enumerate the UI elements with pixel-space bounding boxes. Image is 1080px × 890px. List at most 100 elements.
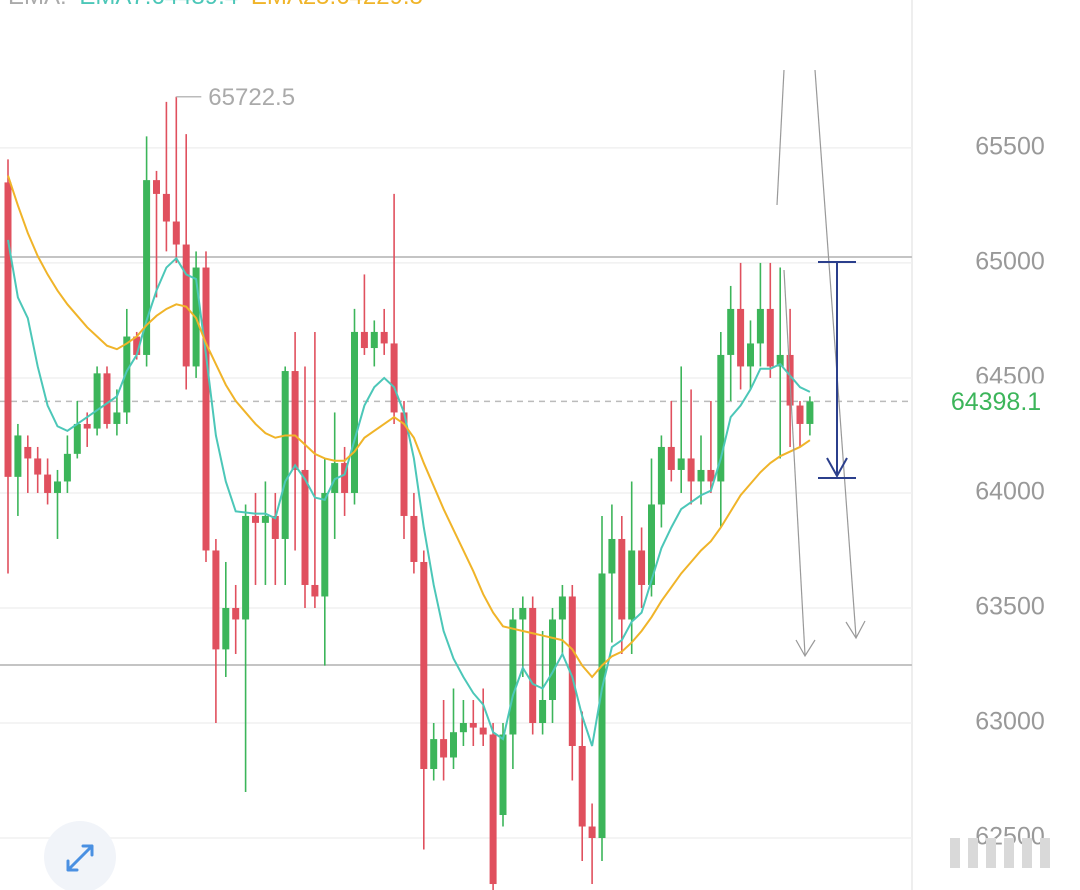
candle-body <box>469 722 477 728</box>
candle-body <box>608 538 616 574</box>
candle-body <box>459 722 467 733</box>
candle-body <box>558 596 566 620</box>
candle-body <box>450 732 457 758</box>
candle-body <box>360 331 368 349</box>
arrow-head <box>826 457 848 479</box>
candle-body <box>440 739 448 758</box>
candle-body <box>182 244 190 367</box>
candle-body <box>93 373 101 429</box>
candle-body <box>202 267 210 551</box>
legend-label: EMA: <box>8 0 67 10</box>
candle-body <box>529 607 537 723</box>
y-tick-label: 63500 <box>975 593 1045 621</box>
candle-body <box>717 354 725 482</box>
y-tick-label: 65000 <box>975 248 1045 276</box>
candle-body <box>539 699 547 723</box>
ema-line <box>7 175 811 679</box>
candle-body <box>311 584 319 597</box>
candle-body <box>509 619 517 735</box>
candle-body <box>578 745 586 827</box>
candle-body <box>54 481 61 493</box>
candle-body <box>667 446 675 470</box>
last-price-box <box>918 383 1080 420</box>
candle-body <box>291 371 299 470</box>
candle-body <box>420 561 428 770</box>
legend-entry: EMA7:64439.4 <box>79 0 238 10</box>
candle-body <box>687 458 695 482</box>
drawing-annotations <box>776 69 866 658</box>
candle-body <box>618 538 626 620</box>
y-tick-label: 64000 <box>975 478 1045 506</box>
candle-body <box>301 469 309 585</box>
candle-body <box>232 607 240 620</box>
y-axis: 6250063000635006400064500650006550064398… <box>918 133 1080 851</box>
candle-body <box>756 308 764 344</box>
candle-body <box>153 180 160 194</box>
candle-body <box>638 550 646 585</box>
watermark-icon <box>950 838 1050 868</box>
candle-body <box>499 734 507 816</box>
candle-body <box>83 423 91 429</box>
candle-body <box>212 550 220 650</box>
legend: EMA: EMA7:64439.4 EMA25:64229.5 <box>8 0 423 10</box>
candle-body <box>588 826 596 839</box>
candle-body <box>370 331 378 349</box>
candle-body <box>727 308 735 355</box>
candle-body <box>400 412 408 516</box>
candle-body <box>776 354 784 367</box>
candle-body <box>73 423 81 454</box>
expand-button[interactable] <box>44 821 116 890</box>
annotation-arrow <box>814 69 857 638</box>
candle-body <box>34 458 42 475</box>
candle-body <box>44 474 52 493</box>
candle-body <box>598 573 606 839</box>
candle-body <box>261 515 269 523</box>
candle-body <box>519 607 527 620</box>
max-label: 65722.5 <box>208 84 295 111</box>
candle-body <box>331 463 339 493</box>
candle-body <box>657 446 665 505</box>
candle-body <box>766 308 774 367</box>
candle-body <box>143 180 151 355</box>
y-tick-label: 63000 <box>975 708 1045 736</box>
candle-body <box>747 343 754 367</box>
annotation-arrow <box>783 269 806 656</box>
arrow-head <box>845 620 866 640</box>
candle-body <box>489 734 497 885</box>
candle-body <box>648 504 655 585</box>
plot: 65722.5 <box>0 84 912 890</box>
candle-body <box>14 435 22 477</box>
candle-body <box>63 453 71 482</box>
candle-body <box>380 331 388 344</box>
candle-body <box>172 221 180 245</box>
candle-body <box>321 492 329 597</box>
candle-body <box>4 182 12 477</box>
candle-body <box>628 550 636 620</box>
candle-body <box>252 515 259 523</box>
candle-body <box>281 371 289 539</box>
candle-body <box>796 405 804 424</box>
candle-body <box>707 469 715 482</box>
candle-body <box>351 331 358 493</box>
candle-body <box>677 458 685 470</box>
arrow-head <box>795 639 816 658</box>
candle-body <box>806 401 814 424</box>
candle-body <box>162 193 170 222</box>
y-tick-label: 65500 <box>975 133 1045 161</box>
candle-body <box>271 515 279 539</box>
candle-body <box>24 446 32 459</box>
candle-body <box>697 469 705 482</box>
candle-body <box>113 412 121 424</box>
candle-body <box>737 308 745 367</box>
candle-body <box>242 515 250 620</box>
last-price-label: 64398.1 <box>951 388 1041 416</box>
ema-line <box>7 239 811 747</box>
candle-body <box>390 343 398 413</box>
candle-body <box>123 336 131 413</box>
candle-body <box>430 739 438 770</box>
candle-body <box>568 596 576 746</box>
candle-body <box>103 373 111 424</box>
candle-body <box>133 336 141 355</box>
